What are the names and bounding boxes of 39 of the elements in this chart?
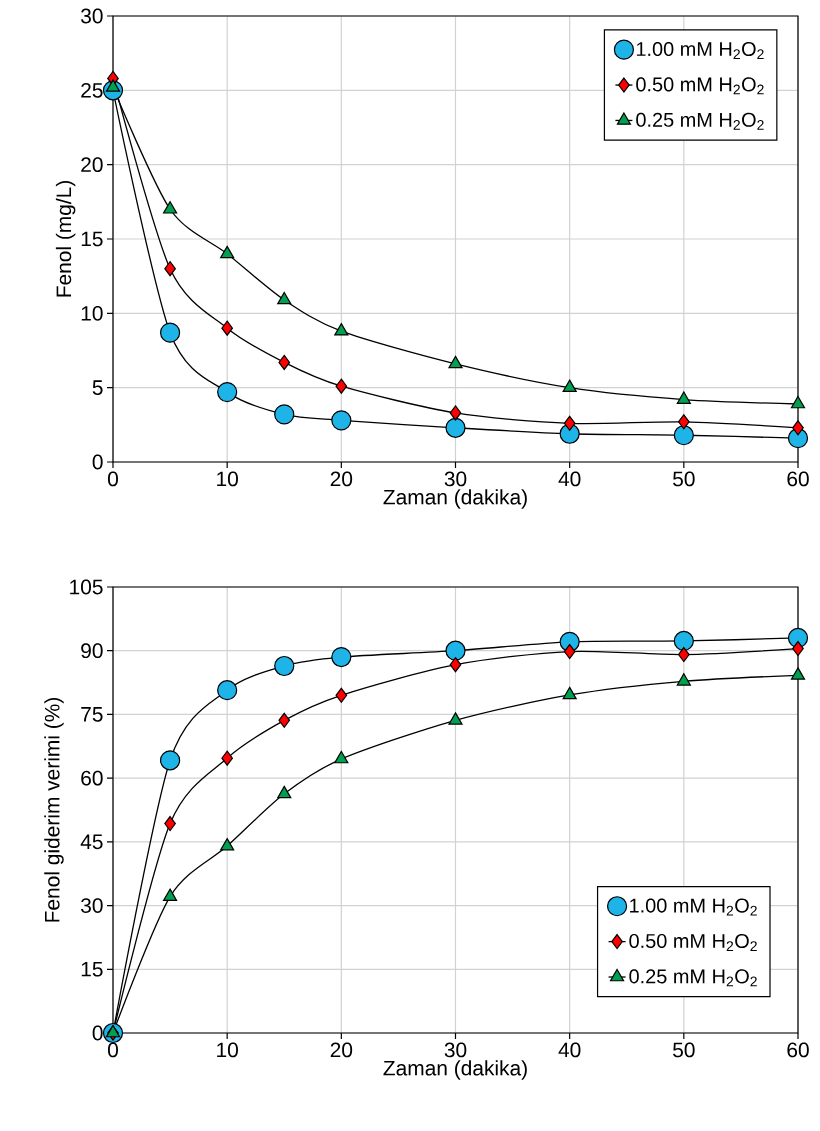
y-tick-label: 15 xyxy=(81,231,103,247)
x-tick-label: 20 xyxy=(330,1042,353,1058)
legend-label: 0.25 mM H$_{2}$O$_{2}$ xyxy=(636,112,764,130)
y-tick-label: 105 xyxy=(70,579,103,595)
x-tick-label: 40 xyxy=(558,1042,581,1058)
x-tick-label: 0 xyxy=(107,1042,118,1058)
x-tick-label: 60 xyxy=(787,471,809,487)
legend-label: 1.00 mM H$_{2}$O$_{2}$ xyxy=(630,898,757,916)
legend-label: 0.50 mM H$_{2}$O$_{2}$ xyxy=(636,77,764,95)
y-tick-label: 90 xyxy=(81,643,103,659)
y-tick-label: 25 xyxy=(81,82,103,98)
y-tick-label: 20 xyxy=(81,157,103,173)
y-tick-label: 5 xyxy=(92,380,103,395)
x-tick-label: 20 xyxy=(330,471,353,487)
y-tick-label: 45 xyxy=(80,834,103,850)
y-tick-label: 30 xyxy=(81,8,103,24)
y-axis-title: Fenol giderim verimi (%) xyxy=(44,697,64,922)
x-tick-label: 30 xyxy=(444,1042,467,1058)
y-tick-label: 30 xyxy=(81,898,103,913)
x-tick-label: 40 xyxy=(558,471,581,487)
legend-label: 0.50 mM H$_{2}$O$_{2}$ xyxy=(629,933,757,951)
x-tick-label: 10 xyxy=(217,471,238,487)
y-tick-label: 0 xyxy=(92,1025,103,1041)
y-tick-label: 0 xyxy=(92,454,103,470)
y-tick-label: 10 xyxy=(81,305,103,321)
x-tick-label: 0 xyxy=(107,471,118,487)
y-axis-title: Fenol (mg/L) xyxy=(55,181,76,297)
y-tick-label: 60 xyxy=(81,770,103,786)
x-tick-label: 30 xyxy=(444,471,467,487)
legend-label: 1.00 mM H$_{2}$O$_{2}$ xyxy=(636,41,764,59)
legend-label: 0.25 mM H$_{2}$O$_{2}$ xyxy=(629,969,757,987)
x-tick-label: 10 xyxy=(217,1042,238,1058)
x-tick-label: 50 xyxy=(673,471,695,487)
y-tick-label: 15 xyxy=(81,961,103,977)
x-tick-label: 50 xyxy=(673,1042,695,1058)
x-tick-label: 60 xyxy=(787,1042,809,1058)
x-axis-title: Zaman (dakika) xyxy=(383,489,527,509)
x-axis-title: Zaman (dakika) xyxy=(383,1060,527,1080)
y-tick-label: 75 xyxy=(81,707,103,722)
